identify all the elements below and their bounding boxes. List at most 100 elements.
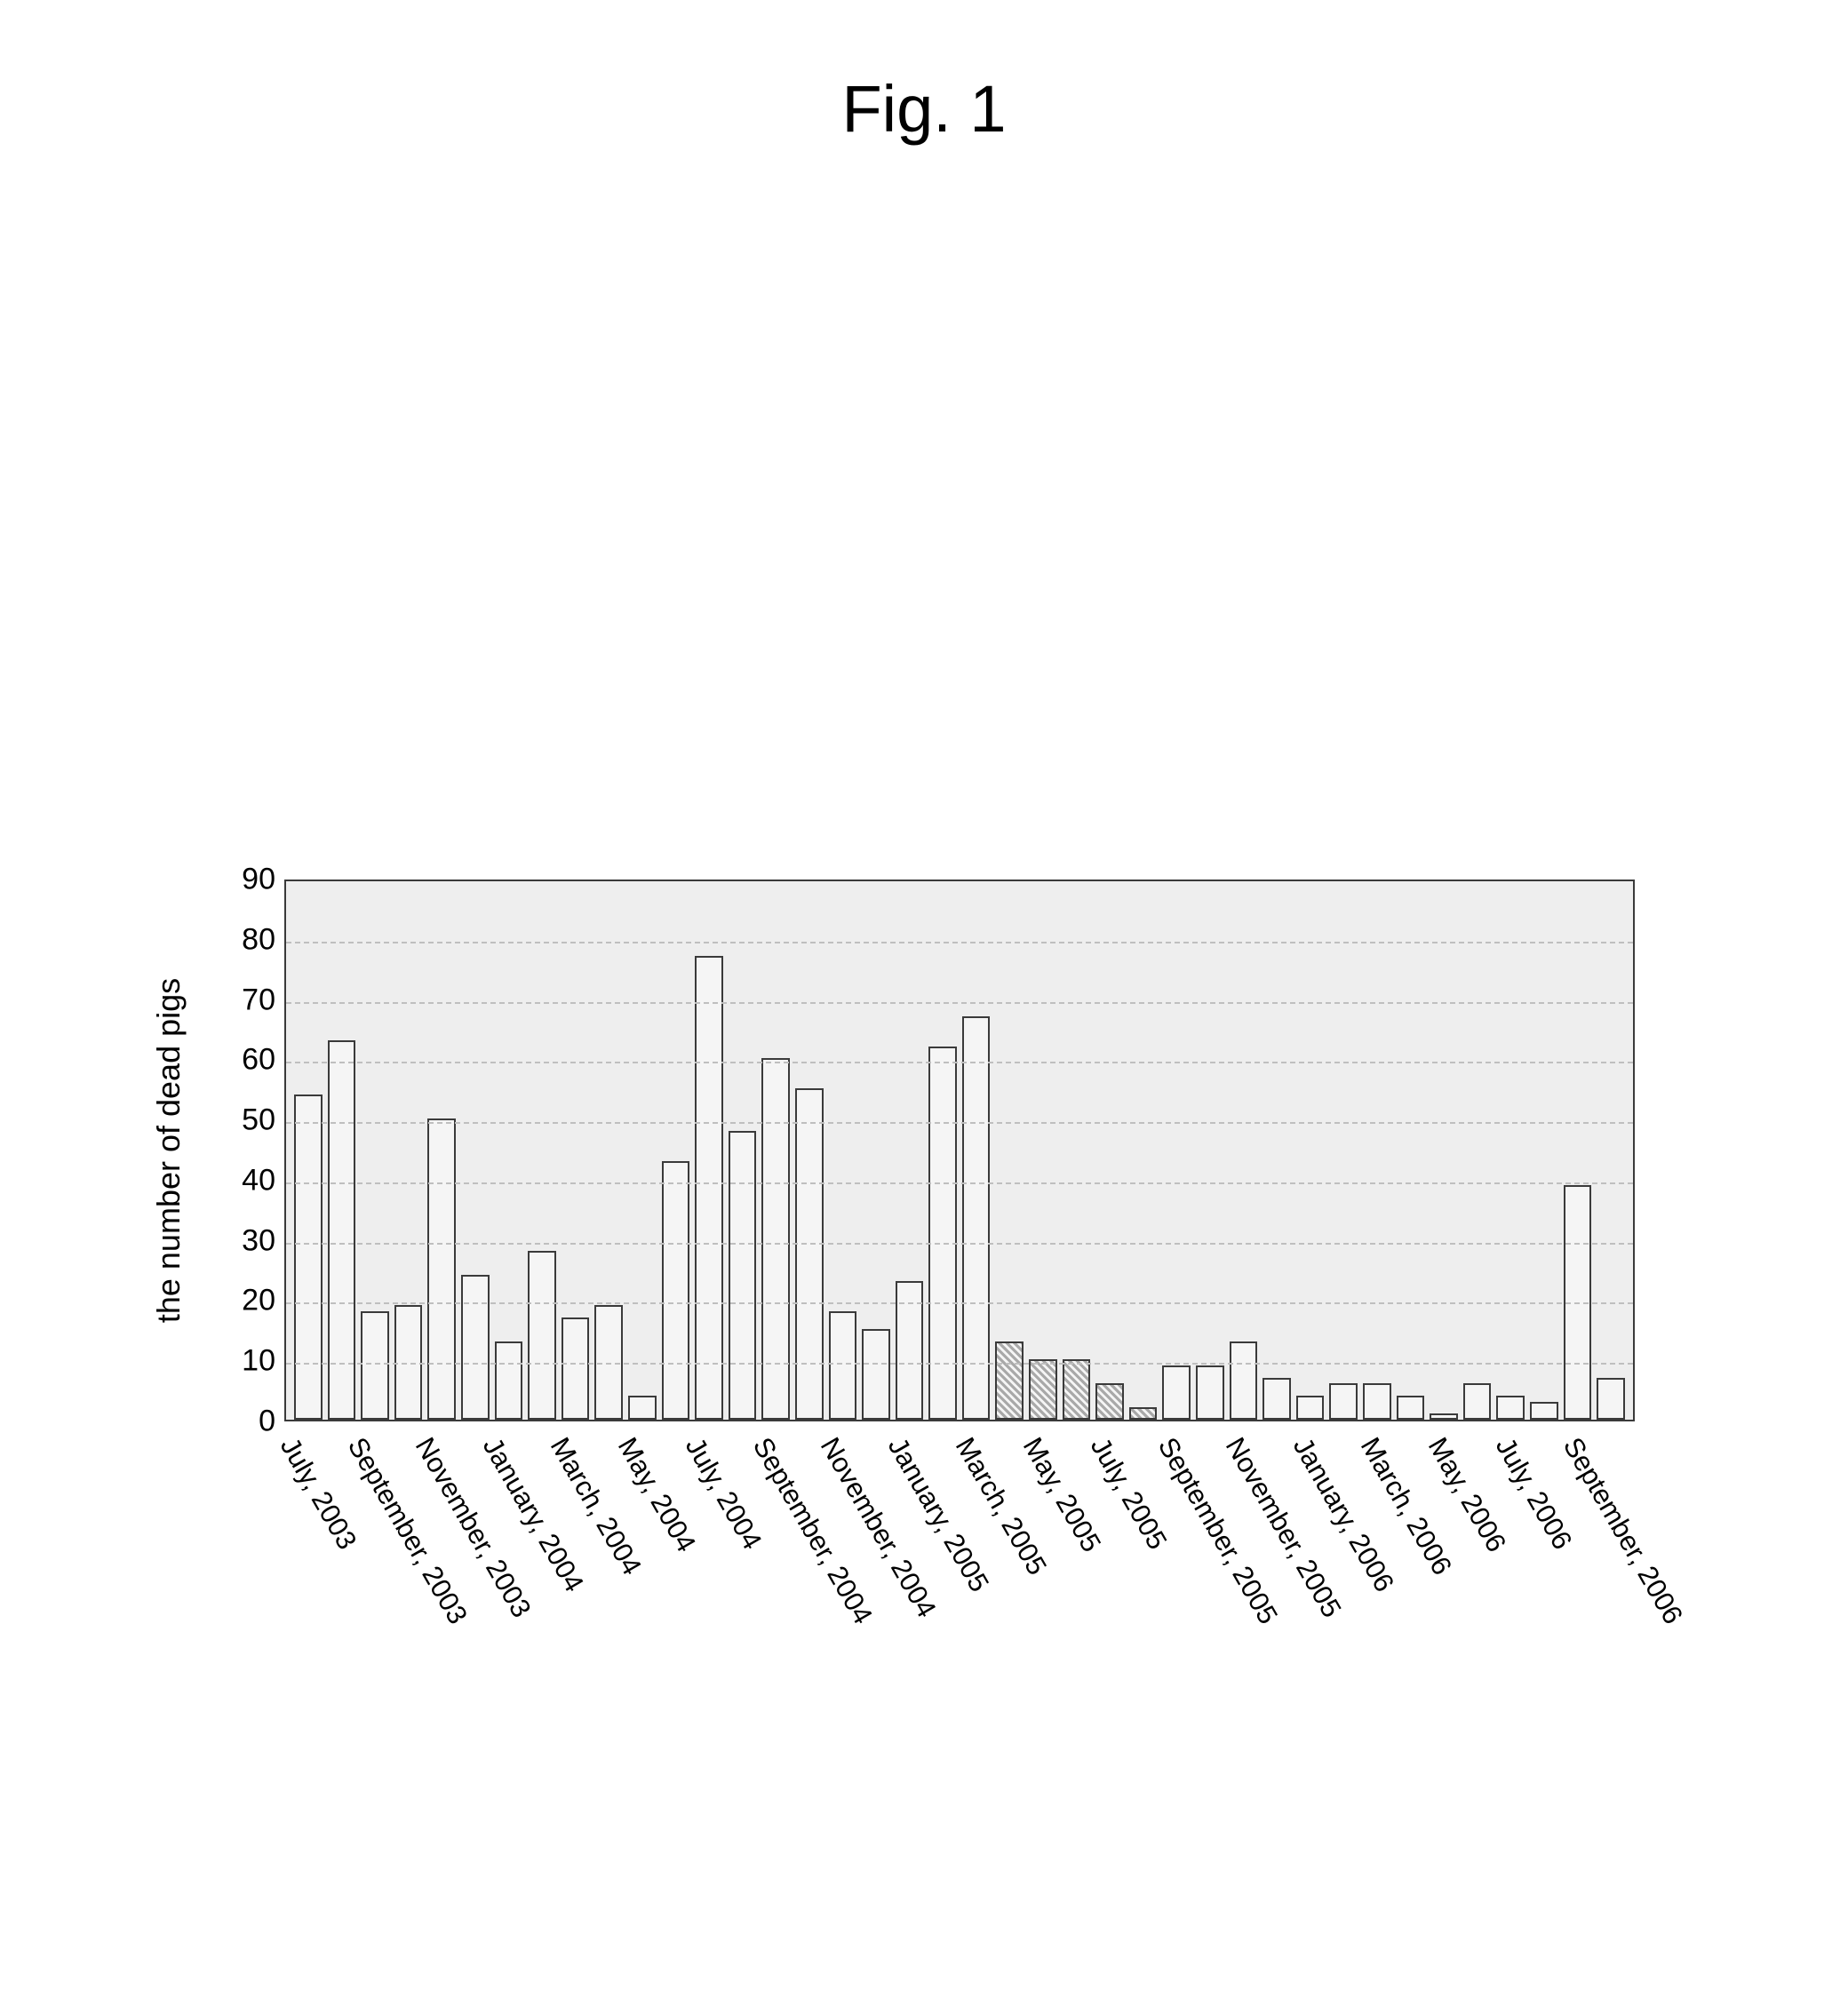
- bar-slot: [458, 881, 492, 1420]
- bar-slot: [1427, 881, 1461, 1420]
- y-tick: 60: [231, 1043, 275, 1078]
- y-tick: 50: [231, 1103, 275, 1138]
- grid-line: [286, 1243, 1633, 1245]
- grid-line: [286, 942, 1633, 943]
- bar-slot: [525, 881, 559, 1420]
- bar-slot: [1326, 881, 1360, 1420]
- bar: [1329, 1383, 1358, 1420]
- bar-slot: [358, 881, 392, 1420]
- bar-slot: [659, 881, 693, 1420]
- x-axis-label: September, 2006: [1557, 1432, 1689, 1629]
- bar: [695, 956, 723, 1420]
- y-tick: 90: [231, 863, 275, 897]
- bar: [1129, 1407, 1158, 1420]
- bar-slot: [692, 881, 726, 1420]
- bar-slot: [1294, 881, 1327, 1420]
- bar: [1263, 1378, 1291, 1420]
- bar: [1463, 1383, 1492, 1420]
- bar-slot: [1193, 881, 1227, 1420]
- bar-slot: [1260, 881, 1294, 1420]
- bar: [962, 1016, 991, 1420]
- y-axis-label: the number of dead pigs: [150, 978, 187, 1323]
- plot-background: [284, 880, 1635, 1421]
- bar: [1063, 1359, 1091, 1420]
- bar-slot: [492, 881, 526, 1420]
- bar: [995, 1341, 1024, 1420]
- bar-slot: [325, 881, 359, 1420]
- bar-slot: [1060, 881, 1094, 1420]
- page: Fig. 1 the number of dead pigs 0 10 20 30 40…: [0, 0, 1848, 1990]
- bar-slot: [859, 881, 893, 1420]
- bar-slot: [893, 881, 927, 1420]
- bar: [495, 1341, 523, 1420]
- bar-slot: [793, 881, 826, 1420]
- bar-slot: [1561, 881, 1595, 1420]
- bar-slot: [726, 881, 760, 1420]
- bar: [1095, 1383, 1124, 1420]
- bar-slot: [1159, 881, 1193, 1420]
- bar-slot: [992, 881, 1026, 1420]
- bar: [361, 1311, 389, 1420]
- bar-slot: [425, 881, 458, 1420]
- grid-line: [286, 1363, 1633, 1365]
- bar: [1430, 1413, 1458, 1420]
- bars-container: [286, 881, 1633, 1420]
- bar: [1397, 1396, 1425, 1420]
- bar-slot: [1494, 881, 1527, 1420]
- bar-slot: [625, 881, 659, 1420]
- grid-line: [286, 1122, 1633, 1124]
- grid-line: [286, 1182, 1633, 1184]
- bar: [1296, 1396, 1325, 1420]
- bar: [427, 1118, 456, 1420]
- bar: [1230, 1341, 1258, 1420]
- bar-slot: [559, 881, 593, 1420]
- bar: [761, 1058, 790, 1420]
- plot-area: the number of dead pigs 0102030405060708…: [178, 880, 1635, 1421]
- bar-slot: [960, 881, 993, 1420]
- bar-slot: [592, 881, 625, 1420]
- bar: [562, 1317, 590, 1420]
- y-tick: 10: [231, 1344, 275, 1379]
- grid-line: [286, 1002, 1633, 1004]
- bar: [729, 1131, 757, 1420]
- bar: [862, 1329, 890, 1420]
- bar-slot: [392, 881, 426, 1420]
- bar: [1196, 1365, 1224, 1420]
- bar: [461, 1275, 490, 1420]
- bar-slot: [826, 881, 860, 1420]
- bar-slot: [1093, 881, 1127, 1420]
- bar: [294, 1094, 323, 1420]
- bar-slot: [1360, 881, 1394, 1420]
- bar: [662, 1161, 690, 1420]
- bar: [1597, 1378, 1625, 1420]
- bar-slot: [1227, 881, 1261, 1420]
- bar-slot: [759, 881, 793, 1420]
- grid-line: [286, 1062, 1633, 1063]
- bar: [829, 1311, 857, 1420]
- bar-slot: [1461, 881, 1494, 1420]
- y-tick: 70: [231, 983, 275, 1017]
- bar-slot: [291, 881, 325, 1420]
- bar: [628, 1396, 657, 1420]
- y-tick: 0: [231, 1405, 275, 1439]
- bar-slot: [1527, 881, 1561, 1420]
- bar-slot: [926, 881, 960, 1420]
- bar: [1496, 1396, 1525, 1420]
- bar: [1162, 1365, 1191, 1420]
- bar-slot: [1594, 881, 1628, 1420]
- bar: [1530, 1402, 1558, 1420]
- figure-title: Fig. 1: [841, 71, 1006, 147]
- bar: [1029, 1359, 1057, 1420]
- y-tick: 20: [231, 1284, 275, 1318]
- grid-line: [286, 1302, 1633, 1304]
- y-tick: 80: [231, 922, 275, 957]
- bar-slot: [1127, 881, 1160, 1420]
- bar: [795, 1088, 824, 1420]
- y-tick: 40: [231, 1163, 275, 1198]
- bar-slot: [1394, 881, 1428, 1420]
- y-tick: 30: [231, 1223, 275, 1258]
- chart: the number of dead pigs 0102030405060708…: [178, 880, 1635, 1857]
- bar: [528, 1251, 556, 1420]
- bar-slot: [1026, 881, 1060, 1420]
- bar: [1363, 1383, 1391, 1420]
